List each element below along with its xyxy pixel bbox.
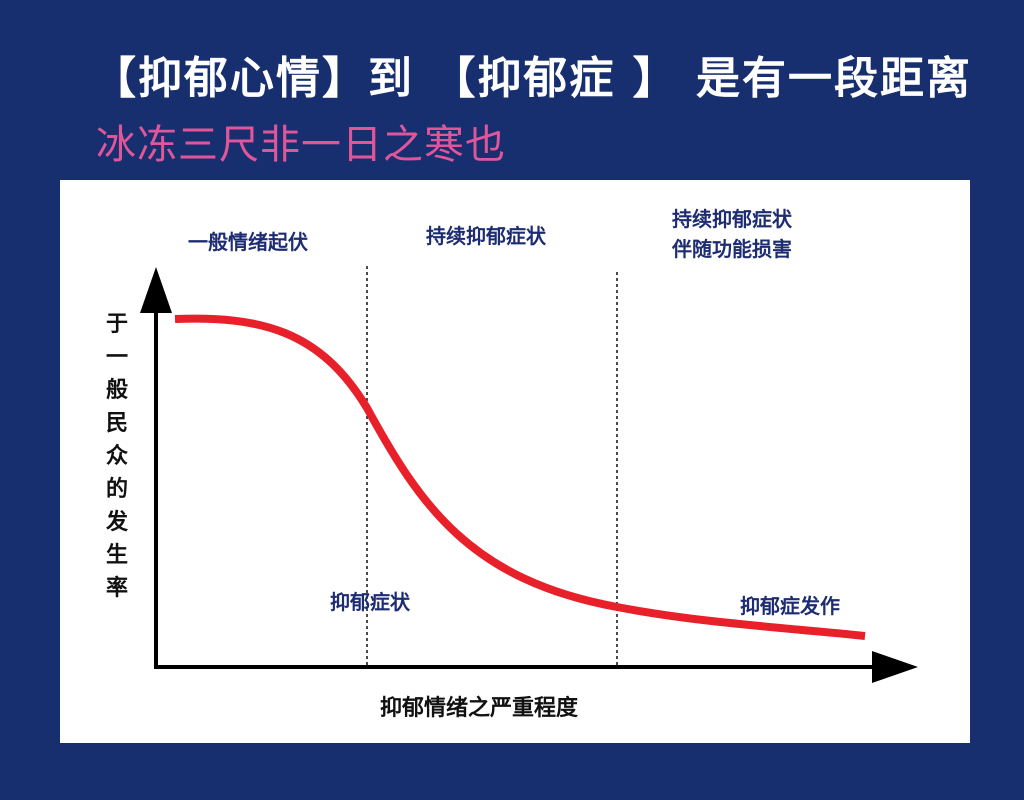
zone-label-impairment: 持续抑郁症状 伴随功能损害 (672, 207, 792, 261)
point-label-episode: 抑郁症发作 (740, 594, 840, 618)
zone-label-persistent: 持续抑郁症状 (426, 224, 546, 248)
zone-label-normal: 一般情绪起伏 (188, 230, 308, 254)
slide-title: 【抑郁心情】到 【抑郁症 】 是有一段距离 (92, 53, 972, 104)
y-axis-arrow (140, 267, 172, 313)
x-axis-label: 抑郁情绪之严重程度 (380, 695, 579, 721)
slide-subtitle: 冰冻三尺非一日之寒也 (96, 122, 506, 168)
distribution-diagram (140, 266, 918, 683)
x-axis-arrow (872, 651, 918, 683)
y-axis-label: 于一般民众的发生率 (105, 311, 128, 601)
severity-curve (174, 314, 866, 640)
diagram-panel: 于一般民众的发生率 抑郁情绪之严重程度 一般情绪起伏 持续抑郁症状 持续抑郁症状… (60, 180, 970, 743)
point-label-symptoms: 抑郁症状 (330, 590, 410, 614)
